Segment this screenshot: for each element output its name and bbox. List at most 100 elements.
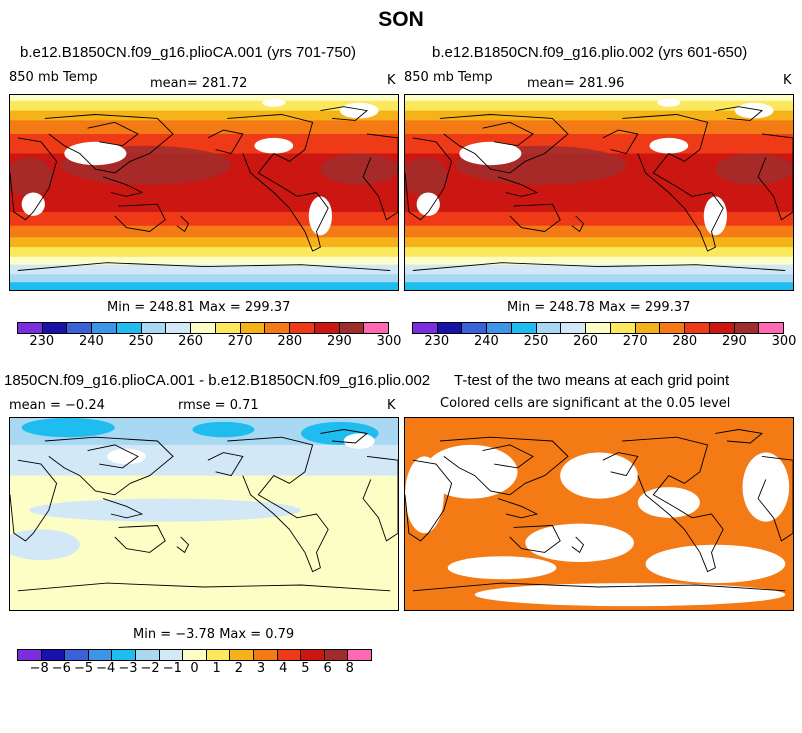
figure-title: SON — [378, 8, 424, 31]
colorbar-tick-label: 240 — [473, 334, 499, 349]
colorbar-tick-label: 240 — [78, 334, 104, 349]
panel3-colorbar — [17, 649, 372, 661]
colorbar-swatch — [141, 323, 167, 333]
panel1-stats: Min = 248.81 Max = 299.37 — [107, 300, 291, 315]
colorbar-tick-label: 300 — [771, 334, 797, 349]
panel2-colorbar-ticks: 230 240 250 260 270 280 290 300 — [412, 334, 796, 350]
panel1-mean: mean= 281.72 — [150, 76, 248, 91]
colorbar-tick-label: 8 — [345, 661, 354, 676]
colorbar-swatch — [183, 650, 207, 660]
colorbar-tick-label: 3 — [256, 661, 266, 676]
panel3-map-svg — [10, 418, 398, 610]
colorbar-tick-label: 230 — [29, 334, 55, 349]
colorbar-swatch — [487, 323, 512, 333]
colorbar-swatch — [18, 323, 43, 333]
panel3-mean: mean = −0.24 — [9, 398, 105, 413]
colorbar-swatch — [413, 323, 438, 333]
colorbar-swatch — [290, 323, 315, 333]
panel2-title: b.e12.B1850CN.f09_g16.plio.002 (yrs 601-… — [432, 44, 748, 61]
colorbar-swatch — [759, 323, 784, 333]
panel3-colorbar-ticks: −8 −6 −5 −4 −3 −2 −1 0 1 2 3 4 5 6 8 — [17, 661, 372, 677]
colorbar-swatch — [511, 323, 537, 333]
panel1-variable: 850 mb Temp — [9, 70, 98, 85]
panel2-mean: mean= 281.96 — [527, 76, 625, 91]
colorbar-swatch — [265, 323, 291, 333]
coastlines — [405, 106, 793, 271]
panel3-rmse: rmse = 0.71 — [178, 398, 259, 413]
colorbar-swatch — [191, 323, 216, 333]
panel1-map-svg — [10, 95, 398, 290]
colorbar-swatch — [18, 650, 42, 660]
colorbar-swatch — [112, 650, 136, 660]
colorbar-tick-label: 4 — [279, 661, 288, 676]
temperature-field — [405, 95, 793, 290]
panel3-title: 1850CN.f09_g16.plioCA.001 - b.e12.B1850C… — [4, 372, 431, 389]
colorbar-tick-label: −3 — [118, 661, 138, 676]
colorbar-tick-label: 0 — [190, 661, 199, 676]
colorbar-tick-label: 280 — [277, 334, 303, 349]
significance-field — [405, 418, 793, 610]
colorbar-swatch — [215, 323, 241, 333]
panel2-colorbar — [412, 322, 784, 334]
panel2-map-svg — [405, 95, 793, 290]
panel1-units: K — [387, 73, 396, 88]
colorbar-tick-label: −6 — [51, 661, 71, 676]
colorbar-swatch — [135, 650, 160, 660]
coastlines — [405, 429, 793, 592]
colorbar-swatch — [65, 650, 89, 660]
colorbar-tick-label: 270 — [227, 334, 253, 349]
colorbar-tick-label: 6 — [323, 661, 332, 676]
panel3-units: K — [387, 398, 396, 413]
panel3-stats: Min = −3.78 Max = 0.79 — [133, 627, 295, 642]
colorbar-swatch — [610, 323, 636, 333]
colorbar-swatch — [324, 650, 349, 660]
panel2-variable: 850 mb Temp — [404, 70, 493, 85]
colorbar-swatch — [364, 323, 389, 333]
colorbar-tick-label: 2 — [234, 661, 244, 676]
colorbar-tick-label: −2 — [140, 661, 160, 676]
colorbar-swatch — [41, 650, 66, 660]
temperature-field — [10, 95, 398, 290]
colorbar-swatch — [462, 323, 488, 333]
colorbar-tick-label: 230 — [424, 334, 450, 349]
colorbar-swatch — [685, 323, 710, 333]
panel1-map — [9, 94, 399, 291]
panel4-map — [404, 417, 794, 611]
colorbar-tick-label: 250 — [128, 334, 154, 349]
colorbar-swatch — [253, 650, 278, 660]
colorbar-swatch — [314, 323, 340, 333]
colorbar-tick-label: 290 — [326, 334, 352, 349]
colorbar-swatch — [92, 323, 117, 333]
colorbar-tick-label: 1 — [212, 661, 221, 676]
coastlines — [10, 106, 398, 271]
colorbar-swatch — [709, 323, 735, 333]
colorbar-swatch — [635, 323, 661, 333]
colorbar-tick-label: 280 — [672, 334, 698, 349]
difference-field — [10, 418, 398, 610]
colorbar-swatch — [230, 650, 254, 660]
coastlines — [10, 429, 398, 592]
colorbar-swatch — [206, 650, 231, 660]
panel4-title: T-test of the two means at each grid poi… — [454, 372, 730, 389]
colorbar-tick-label: −5 — [73, 661, 94, 676]
colorbar-swatch — [88, 650, 113, 660]
colorbar-swatch — [42, 323, 68, 333]
colorbar-tick-label: −1 — [162, 661, 182, 676]
colorbar-swatch — [301, 650, 325, 660]
panel2-map — [404, 94, 794, 291]
colorbar-tick-label: 250 — [523, 334, 549, 349]
colorbar-swatch — [277, 650, 302, 660]
colorbar-swatch — [166, 323, 192, 333]
panel1-colorbar-ticks: 230 240 250 260 270 280 290 300 — [17, 334, 401, 350]
colorbar-tick-label: 260 — [573, 334, 599, 349]
panel3-map — [9, 417, 399, 611]
panel4-subtitle: Colored cells are significant at the 0.0… — [440, 396, 731, 411]
colorbar-swatch — [240, 323, 266, 333]
colorbar-tick-label: −4 — [96, 661, 116, 676]
colorbar-tick-label: −8 — [29, 661, 49, 676]
colorbar-tick-label: 5 — [301, 661, 310, 676]
colorbar-swatch — [660, 323, 686, 333]
panel4-map-svg — [405, 418, 793, 610]
panel1-title: b.e12.B1850CN.f09_g16.plioCA.001 (yrs 70… — [20, 44, 357, 61]
colorbar-tick-label: 290 — [721, 334, 747, 349]
